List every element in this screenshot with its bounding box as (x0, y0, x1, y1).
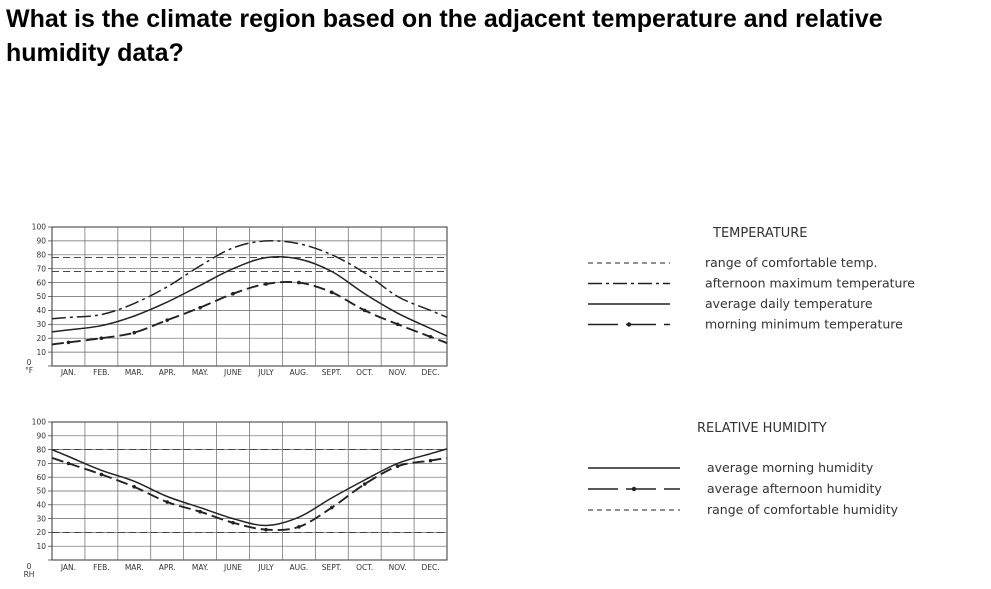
series-line-afternoon-maximum-temperature (51, 239, 448, 320)
series-marker-morning-minimum-temperature (132, 330, 137, 335)
series-line-average-morning-humidity (51, 448, 448, 527)
y-tick-label: 40 (36, 501, 46, 510)
y-tick-label: 60 (36, 278, 46, 287)
x-tick-label: DEC. (421, 563, 439, 572)
y-tick-label: 90 (36, 237, 46, 246)
series-marker-average-afternoon-humidity (99, 472, 104, 477)
x-tick-label: DEC. (421, 368, 439, 377)
x-tick-label: JULY (257, 368, 274, 377)
series-marker-morning-minimum-temperature (165, 318, 170, 322)
series-marker-morning-minimum-temperature (66, 340, 71, 345)
y-tick-label: 10 (36, 542, 46, 551)
series-marker-morning-minimum-temperature (362, 308, 367, 313)
x-tick-label: AUG. (289, 563, 308, 572)
legend-item-average-morning-humidity: average morning humidity (707, 460, 874, 475)
x-tick-label: AUG. (289, 368, 308, 377)
series-marker-average-afternoon-humidity (362, 482, 367, 486)
y-tick-label: 100 (32, 418, 47, 427)
x-tick-label: APR. (159, 563, 176, 572)
series-marker-morning-minimum-temperature (231, 291, 235, 296)
y-tick-label: 70 (36, 264, 46, 273)
series-marker-morning-minimum-temperature (428, 335, 433, 339)
series-line-average-daily-temperature (51, 255, 448, 337)
legend-item-morning-minimum-temperature: morning minimum temperature (705, 317, 903, 332)
temperature-legend: TEMPERATURE range of comfortable temp. aft… (588, 226, 915, 332)
x-tick-label: JAN. (60, 368, 76, 377)
series-marker-average-afternoon-humidity (132, 485, 137, 489)
y-tick-label: 90 (36, 432, 46, 441)
series-marker-morning-minimum-temperature (264, 282, 268, 286)
y-tick-label: 20 (36, 528, 46, 537)
legend-title: RELATIVE HUMIDITY (697, 421, 827, 436)
x-tick-label: MAY. (192, 563, 208, 572)
legend-item-range-of-comfortable-temp: range of comfortable temp. (705, 255, 878, 270)
axis-unit-label: °F (25, 366, 33, 375)
legend-item-average-afternoon-humidity: average afternoon humidity (707, 481, 882, 496)
x-tick-label: NOV. (389, 563, 407, 572)
series-marker-morning-minimum-temperature (395, 322, 400, 327)
y-tick-label: 30 (36, 320, 46, 329)
y-tick-label-zero: 0 (27, 358, 32, 367)
y-tick-label: 100 (32, 223, 47, 232)
x-tick-label: FEB. (93, 368, 110, 377)
y-tick-label: 20 (36, 334, 46, 343)
series-marker-average-afternoon-humidity (297, 525, 301, 529)
y-tick-label: 40 (36, 306, 46, 315)
series-marker-average-afternoon-humidity (428, 458, 433, 463)
series-marker-morning-minimum-temperature (198, 305, 202, 310)
x-tick-label: MAY. (192, 368, 208, 377)
humidity-legend: RELATIVE HUMIDITY average morning humidit… (588, 421, 899, 517)
y-tick-label: 30 (36, 514, 46, 523)
series-marker-average-afternoon-humidity (231, 520, 235, 525)
x-tick-label: MAR. (125, 563, 144, 572)
y-tick-label: 80 (36, 251, 46, 260)
series-marker-average-afternoon-humidity (264, 527, 268, 532)
axis-unit-label: RH (24, 570, 35, 579)
legend-item-afternoon-maximum-temperature: afternoon maximum temperature (705, 276, 915, 291)
series-marker-morning-minimum-temperature (297, 280, 301, 285)
y-tick-label: 80 (36, 445, 46, 454)
x-tick-label: OCT. (356, 368, 373, 377)
series-marker-morning-minimum-temperature (99, 336, 104, 341)
y-tick-label: 70 (36, 459, 46, 468)
series-marker-average-afternoon-humidity (165, 500, 170, 504)
legend-item-average-daily-temperature: average daily temperature (705, 296, 873, 311)
y-tick-label: 50 (36, 487, 46, 496)
x-tick-label: SEPT. (322, 563, 342, 572)
series-marker-average-afternoon-humidity (198, 509, 202, 514)
y-tick-label: 60 (36, 473, 46, 482)
series-line-average-afternoon-humidity (51, 456, 448, 531)
y-tick-label: 10 (36, 348, 46, 357)
x-tick-label: JUNE (223, 563, 242, 572)
question-text: What is the climate region based on the … (6, 5, 883, 67)
x-tick-label: JULY (257, 563, 274, 572)
x-tick-label: NOV. (389, 368, 407, 377)
series-marker-average-afternoon-humidity (66, 461, 71, 466)
series-marker-average-afternoon-humidity (329, 505, 334, 510)
temperature-chart: 10 20 30 40 50 60 70 80 90 100 JAN. FEB. MAR. APR. MAY… (25, 223, 448, 377)
series-line-morning-minimum-temperature (51, 280, 448, 346)
y-tick-label: 50 (36, 292, 46, 301)
legend-swatch-marker (631, 486, 637, 492)
x-tick-label: JUNE (223, 368, 242, 377)
x-tick-label: JAN. (60, 563, 76, 572)
x-tick-label: APR. (159, 368, 176, 377)
legend-title: TEMPERATURE (712, 226, 808, 241)
legend-item-range-of-comfortable-humidity: range of comfortable humidity (707, 502, 899, 517)
humidity-chart: 10 20 30 40 50 60 70 80 90 100 JAN. FEB. MAR. APR. MAY… (24, 418, 448, 579)
x-tick-label: SEPT. (322, 368, 342, 377)
series-marker-average-afternoon-humidity (395, 464, 400, 468)
x-tick-label: FEB. (93, 563, 110, 572)
x-tick-label: MAR. (125, 368, 144, 377)
x-tick-label: OCT. (356, 563, 373, 572)
y-tick-label-zero: 0 (27, 562, 32, 571)
legend-swatch-marker (626, 322, 632, 327)
series-marker-morning-minimum-temperature (329, 290, 334, 295)
